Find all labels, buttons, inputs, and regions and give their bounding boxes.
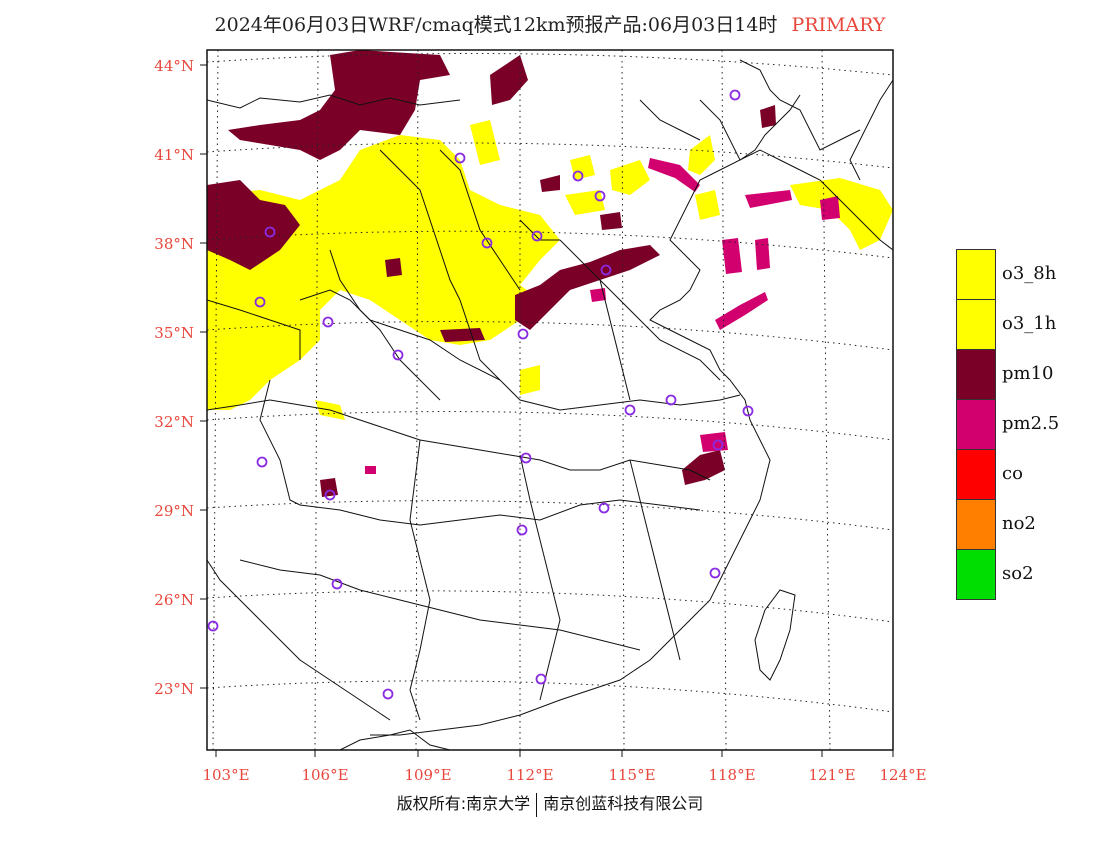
map-frame-bg — [207, 50, 893, 750]
pm10-region-layer — [207, 50, 776, 497]
lat-label-38n: 38°N — [154, 235, 194, 253]
station-markers — [207, 89, 754, 700]
legend-swatch-pm10 — [956, 349, 996, 400]
lat-label-35n: 35°N — [154, 324, 194, 342]
lon-label-106e: 106°E — [301, 766, 349, 784]
legend-swatch-o3-1h — [956, 299, 996, 350]
legend-swatch-o3-8h — [956, 249, 996, 300]
lat-label-44n: 44°N — [154, 57, 194, 75]
lat-label-41n: 41°N — [154, 146, 194, 164]
coastline — [339, 79, 893, 750]
legend-label-o3-8h: o3_8h — [1002, 263, 1057, 284]
lon-label-112e: 112°E — [506, 766, 554, 784]
lat-label-26n: 26°N — [154, 591, 194, 609]
graticule-lines — [207, 50, 893, 750]
legend-label-co: co — [1002, 463, 1023, 484]
lon-label-109e: 109°E — [404, 766, 452, 784]
title-main: 2024年06月03日WRF/cmaq模式12km预报产品:06月03日14时 — [214, 14, 778, 36]
o3-region-layer — [207, 120, 893, 420]
footer-separator — [536, 792, 538, 817]
lat-label-23n: 23°N — [154, 680, 194, 698]
legend-swatch-pm25 — [956, 399, 996, 450]
copyright-right: 南京创蓝科技有限公司 — [543, 794, 704, 813]
map-frame — [206, 49, 894, 751]
legend-swatch-so2 — [956, 549, 996, 600]
lat-label-29n: 29°N — [154, 502, 194, 520]
legend-swatch-co — [956, 449, 996, 500]
province-borders — [207, 59, 893, 721]
legend-label-o3-1h: o3_1h — [1002, 313, 1057, 334]
legend-label-pm25: pm2.5 — [1002, 413, 1060, 434]
legend-label-no2: no2 — [1002, 513, 1036, 534]
lon-label-103e: 103°E — [202, 766, 250, 784]
legend-swatch-no2 — [956, 499, 996, 550]
copyright-left: 版权所有:南京大学 — [396, 794, 531, 813]
map-title: 2024年06月03日WRF/cmaq模式12km预报产品:06月03日14时 P… — [0, 10, 1100, 37]
lon-label-121e: 121°E — [808, 766, 856, 784]
lon-label-115e: 115°E — [608, 766, 656, 784]
copyright-footer: 版权所有:南京大学 南京创蓝科技有限公司 — [0, 790, 1100, 817]
lon-label-118e: 118°E — [708, 766, 756, 784]
legend-label-pm10: pm10 — [1002, 363, 1054, 384]
axis-ticks — [200, 64, 894, 757]
lat-label-32n: 32°N — [154, 413, 194, 431]
title-primary-tag: PRIMARY — [791, 14, 886, 36]
legend-label-so2: so2 — [1002, 563, 1034, 584]
lon-label-124e: 124°E — [879, 766, 927, 784]
